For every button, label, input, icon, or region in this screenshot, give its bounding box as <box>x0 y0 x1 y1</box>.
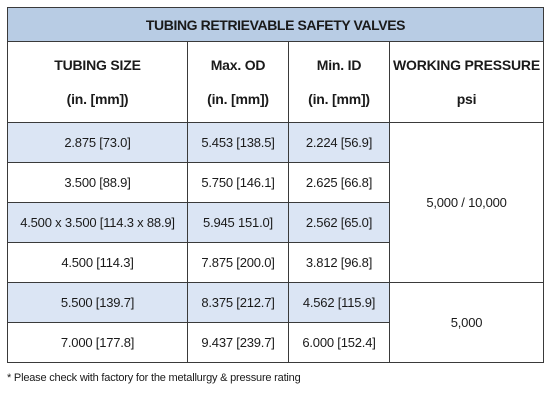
table-row: 2.875 [73.0] 5.453 [138.5] 2.224 [56.9] … <box>7 122 545 283</box>
header-max-od-label: Max. OD <box>210 57 266 73</box>
header-min-id-unit: (in. [mm]) <box>308 91 370 107</box>
header-tubing-size-label: TUBING SIZE <box>54 57 141 73</box>
safety-valves-table: TUBING RETRIEVABLE SAFETY VALVES TUBING … <box>6 7 545 363</box>
table-title: TUBING RETRIEVABLE SAFETY VALVES <box>6 7 545 42</box>
header-working-pressure-label: WORKING PRESSURE <box>393 57 540 73</box>
table-row: 5.500 [139.7] 8.375 [212.7] 4.562 [115.9… <box>7 282 545 363</box>
header-tubing-size: TUBING SIZE (in. [mm]) <box>7 41 188 123</box>
cell-working-pressure: 5,000 / 10,000 <box>388 122 545 283</box>
cell-max-od: 5.945 151.0] <box>187 202 289 243</box>
cell-min-id: 2.224 [56.9] <box>288 122 390 163</box>
cell-max-od: 5.453 [138.5] <box>187 122 289 163</box>
footnote: * Please check with factory for the meta… <box>7 372 301 384</box>
cell-working-pressure: 5,000 <box>388 282 545 363</box>
cell-min-id: 6.000 [152.4] <box>288 322 390 363</box>
header-min-id-label: Min. ID <box>316 57 362 73</box>
header-max-od: Max. OD (in. [mm]) <box>187 41 289 123</box>
table-row: 4.500 [114.3] 7.875 [200.0] 3.812 [96.8] <box>7 242 544 283</box>
header-working-pressure: WORKING PRESSURE psi <box>388 41 545 123</box>
cell-min-id: 3.812 [96.8] <box>288 242 390 283</box>
cell-max-od: 8.375 [212.7] <box>187 282 289 323</box>
cell-max-od: 5.750 [146.1] <box>187 162 289 203</box>
cell-tubing-size: 3.500 [88.9] <box>7 162 188 203</box>
table-row: 3.500 [88.9] 5.750 [146.1] 2.625 [66.8] <box>7 162 544 203</box>
cell-tubing-size: 5.500 [139.7] <box>7 282 188 323</box>
table-row: 4.500 x 3.500 [114.3 x 88.9] 5.945 151.0… <box>7 202 544 243</box>
header-max-od-unit: (in. [mm]) <box>207 91 269 107</box>
header-min-id: Min. ID (in. [mm]) <box>288 41 390 123</box>
cell-tubing-size: 4.500 x 3.500 [114.3 x 88.9] <box>7 202 188 243</box>
table-row: 7.000 [177.8] 9.437 [239.7] 6.000 [152.4… <box>7 322 544 363</box>
cell-tubing-size: 4.500 [114.3] <box>7 242 188 283</box>
header-working-pressure-unit: psi <box>456 91 477 107</box>
cell-min-id: 2.625 [66.8] <box>288 162 390 203</box>
header-tubing-size-unit: (in. [mm]) <box>66 91 129 107</box>
cell-tubing-size: 7.000 [177.8] <box>7 322 188 363</box>
cell-tubing-size: 2.875 [73.0] <box>7 122 188 163</box>
cell-min-id: 2.562 [65.0] <box>288 202 390 243</box>
cell-max-od: 9.437 [239.7] <box>187 322 289 363</box>
cell-max-od: 7.875 [200.0] <box>187 242 289 283</box>
cell-min-id: 4.562 [115.9] <box>288 282 390 323</box>
